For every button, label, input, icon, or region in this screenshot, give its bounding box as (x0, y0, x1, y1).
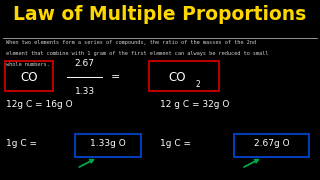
Text: 12 g C = 32g O: 12 g C = 32g O (160, 100, 229, 109)
Text: Law of Multiple Proportions: Law of Multiple Proportions (13, 5, 307, 24)
Text: 12g C = 16g O: 12g C = 16g O (6, 100, 73, 109)
Text: 1.33: 1.33 (75, 87, 95, 96)
Text: 2.67g O: 2.67g O (253, 140, 289, 148)
Text: CO: CO (20, 71, 37, 84)
Text: 2: 2 (196, 80, 200, 89)
Text: When two elements form a series of compounds, the ratio of the masses of the 2nd: When two elements form a series of compo… (6, 40, 256, 45)
Text: =: = (110, 72, 120, 82)
Text: 1g C =: 1g C = (6, 140, 37, 148)
Text: whole numbers.: whole numbers. (6, 62, 50, 67)
Text: CO: CO (169, 71, 186, 84)
Text: element that combine with 1 gram of the first element can always be reduced to s: element that combine with 1 gram of the … (6, 51, 269, 56)
Text: 2.67: 2.67 (75, 59, 95, 68)
Text: 1.33g O: 1.33g O (90, 140, 126, 148)
Text: 1g C =: 1g C = (160, 140, 191, 148)
